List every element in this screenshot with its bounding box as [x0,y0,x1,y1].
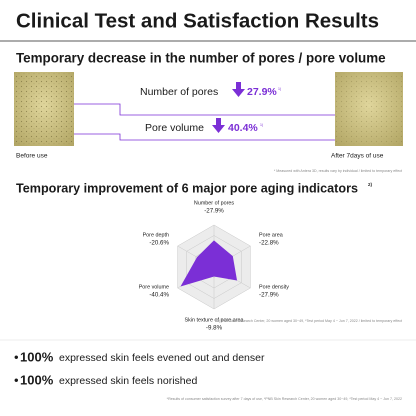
value-label: -22.8% [259,240,279,247]
before-image [14,72,74,146]
axis-label: Skin texture of pore area [184,317,243,323]
value-label: -27.9% [204,208,224,215]
stat-value: 100% [20,372,54,387]
bullet: • [14,349,19,364]
stat-text: expressed skin feels norished [59,375,197,387]
item-value: 40.4% [228,122,258,134]
section-title: Temporary improvement of 6 major pore ag… [16,181,358,195]
bullet: • [14,372,19,387]
axis-label: Pore volume [139,284,169,290]
value-label: -9.8% [206,325,223,332]
item-note: 1) [278,87,281,91]
footnote: * 2) PNB Skin Research Center, 20 women … [214,319,402,323]
connector-lines [74,103,335,141]
title-note: 2) [368,182,373,187]
footnote: * Measured with Antera 3D, results vary … [274,169,402,173]
axis-label: Number of pores [194,200,234,206]
after-label: After 7days of use [331,153,384,160]
value-label: -20.6% [149,240,169,247]
stat-text: expressed skin feels evened out and dens… [59,352,265,364]
item-value: 27.9% [247,86,277,98]
footnote: *Results of consumer satisfaction survey… [167,397,402,401]
radar-area [180,240,238,287]
title: Clinical Test and Satisfaction Results [16,9,379,32]
item-note: 1) [260,123,263,127]
stat-value: 100% [20,349,54,364]
axis-label: Pore depth [143,232,169,238]
radar-chart: Number of pores -27.9% Pore area -22.8% Pore… [139,200,290,331]
down-arrow [212,118,225,133]
before-label: Before use [16,153,48,160]
item-label: Number of pores [140,86,218,98]
axis-label: Pore density [259,284,289,290]
after-image [335,72,403,146]
value-label: -27.9% [259,292,279,299]
section-title: Temporary decrease in the number of pore… [16,51,386,66]
axis-label: Pore area [259,232,283,238]
value-label: -40.4% [149,292,169,299]
down-arrow [232,82,245,97]
item-label: Pore volume [145,122,204,134]
